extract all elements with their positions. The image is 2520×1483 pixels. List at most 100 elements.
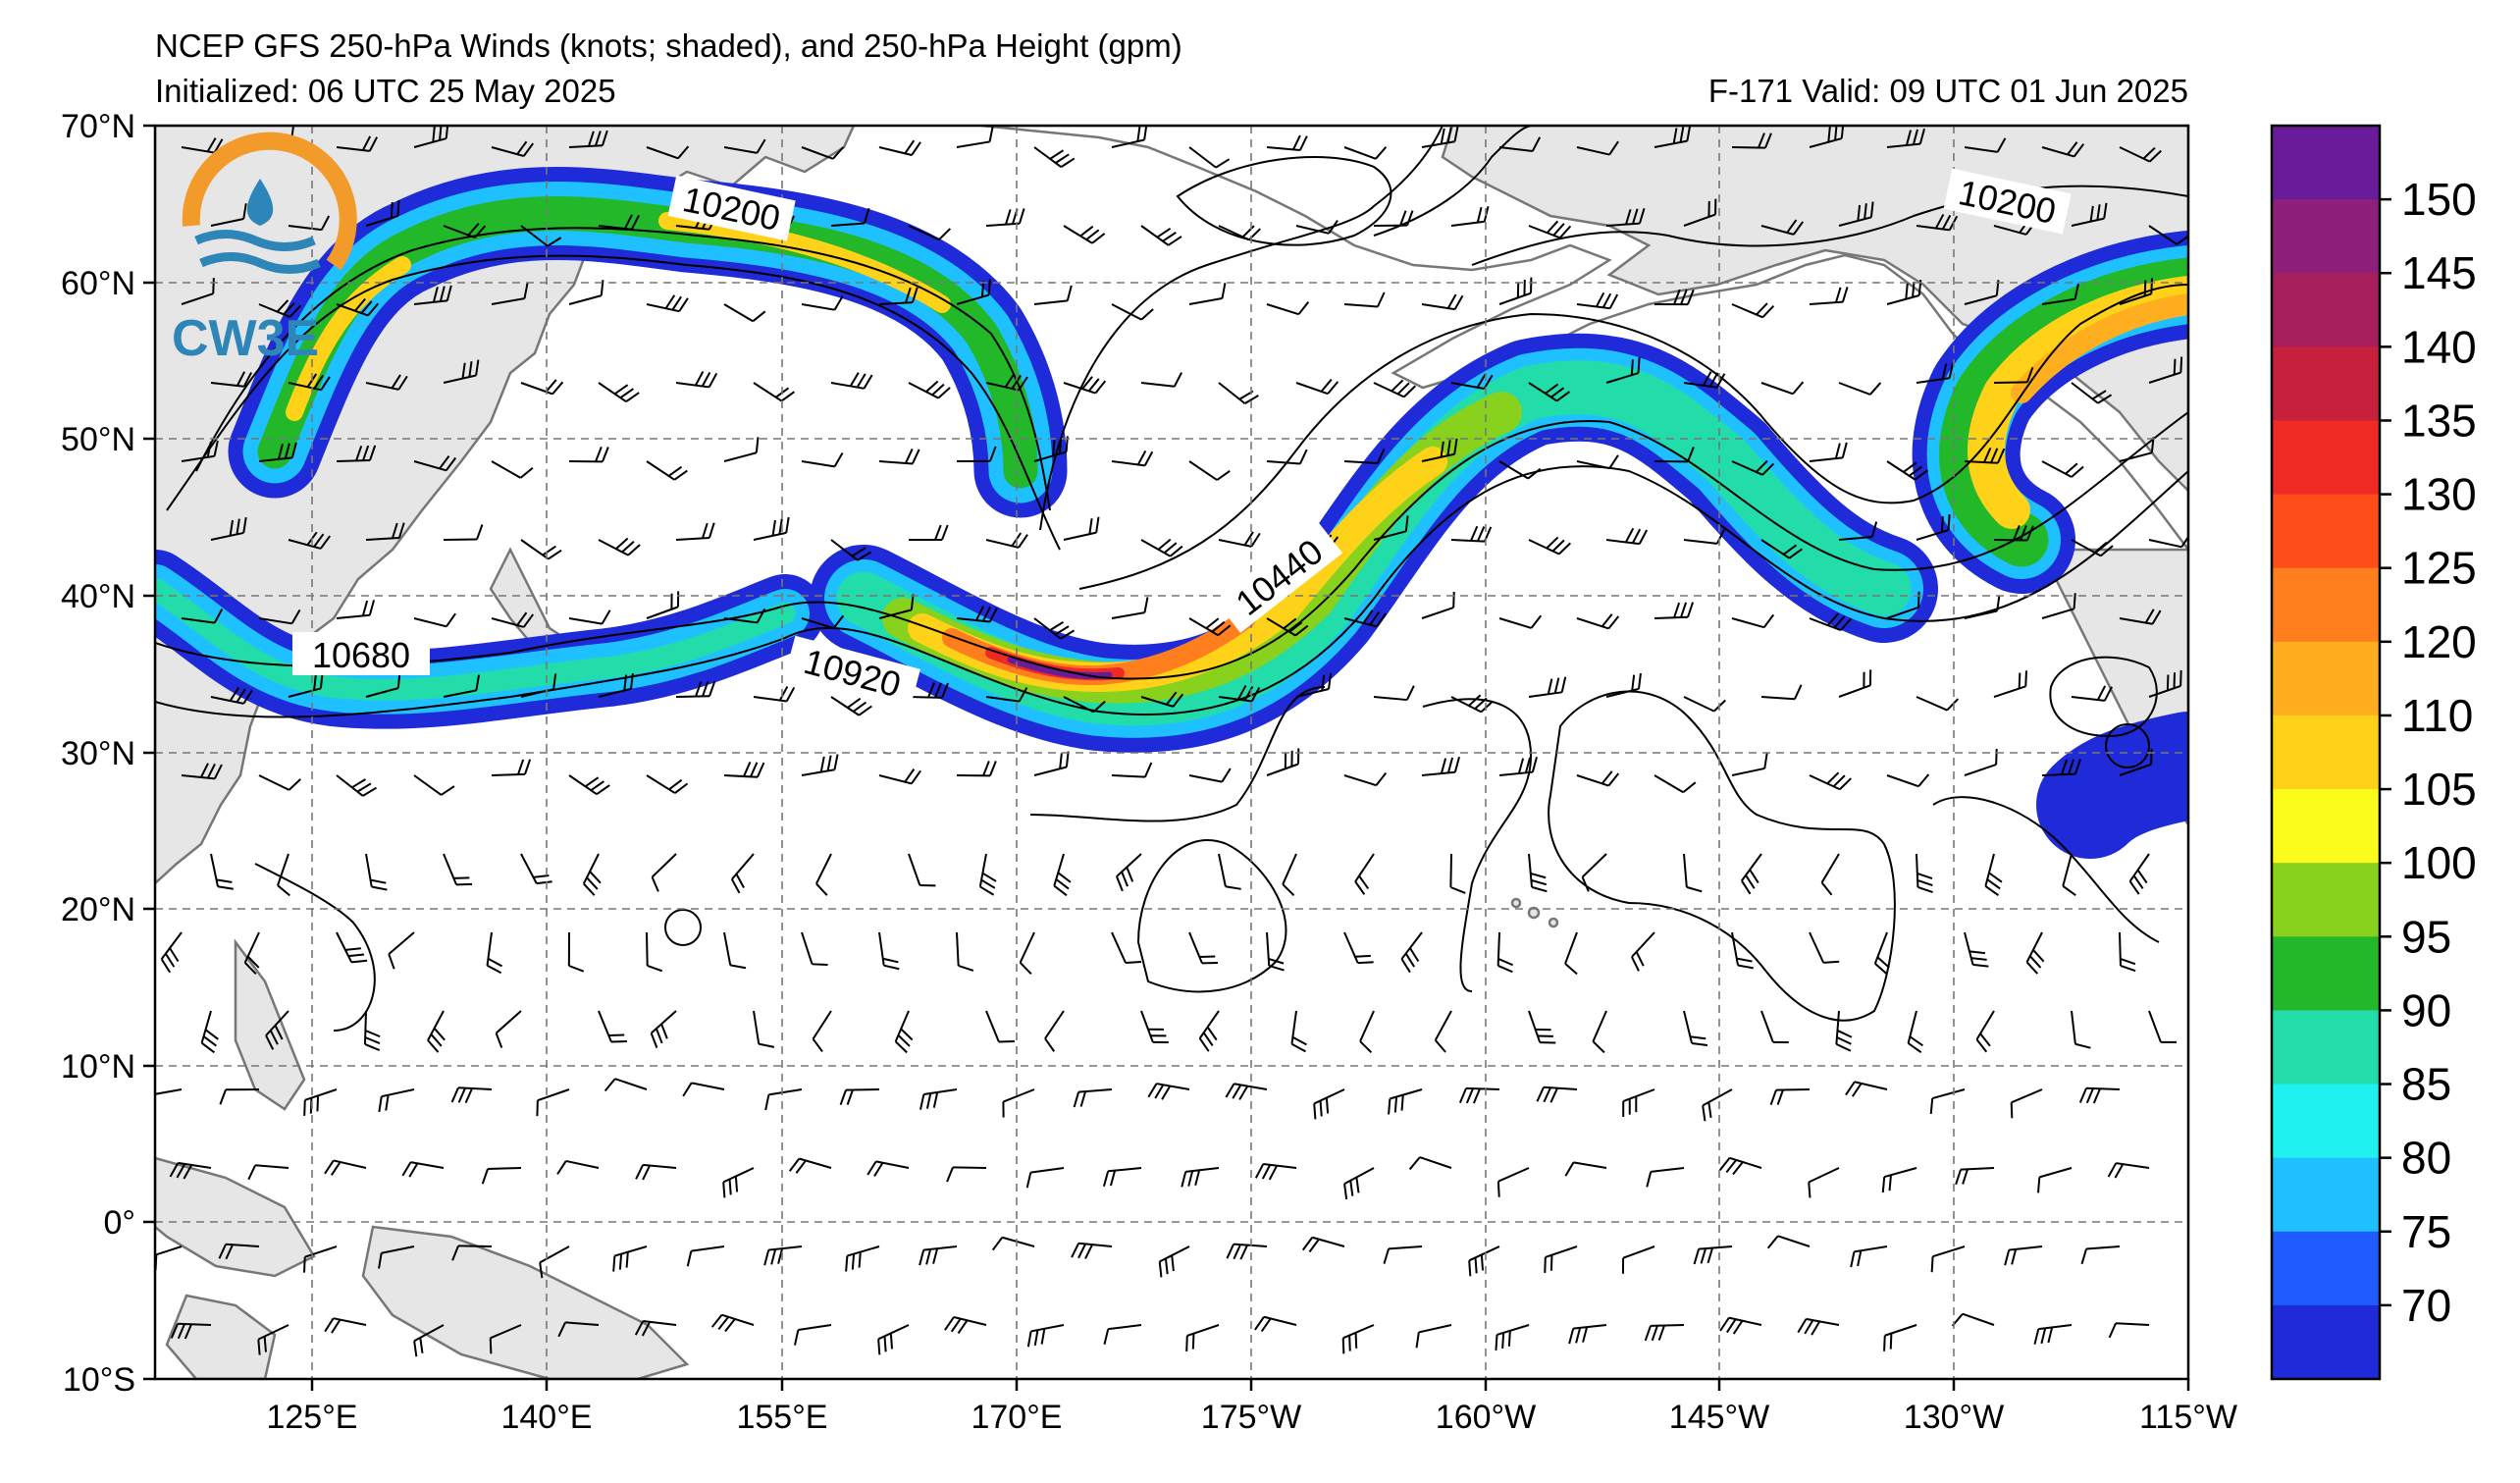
wind-barb — [336, 297, 380, 317]
wind-barb — [1295, 378, 1339, 396]
wind-barb — [764, 1088, 803, 1111]
colorbar-swatch — [2272, 420, 2380, 496]
wind-barb — [1102, 1167, 1142, 1187]
wind-barb — [1964, 447, 2006, 464]
cw3e-logo: CW3E — [172, 132, 357, 367]
wind-barb — [722, 1167, 755, 1198]
wind-barb — [991, 1236, 1035, 1251]
wind-barb — [1218, 531, 1261, 548]
wind-barb — [598, 537, 641, 556]
wind-barb — [1809, 612, 1853, 632]
wind-barb — [1654, 602, 1695, 619]
wind-barb — [908, 682, 949, 699]
wind-barb — [646, 460, 688, 481]
wind-barb — [1343, 291, 1386, 308]
wind-barb — [1343, 931, 1374, 965]
wind-barb — [2062, 853, 2076, 896]
colorbar-label: 75 — [2401, 1206, 2451, 1257]
lat-label: 0° — [103, 1204, 135, 1242]
wind-barb — [1449, 853, 1466, 894]
wind-barb — [812, 1010, 832, 1053]
wind-barb — [1295, 673, 1333, 698]
wind-barb — [568, 280, 604, 305]
wind-barb — [1719, 1316, 1762, 1335]
wind-barb — [908, 225, 952, 241]
wind-barb — [1693, 1245, 1733, 1265]
colorbar-label: 100 — [2401, 837, 2477, 888]
lon-labels: 125°E 140°E 155°E 170°E 175°W 160°W 145°… — [266, 1399, 2236, 1436]
wind-barb — [2033, 1324, 2073, 1345]
wind-barb — [1955, 1167, 1995, 1186]
lat-label: 70°N — [61, 108, 135, 145]
lat-label: 10°S — [63, 1361, 135, 1399]
wind-barb — [1295, 219, 1339, 235]
wind-barb — [1373, 685, 1415, 702]
wind-barb — [1140, 225, 1182, 246]
wind-barb — [1760, 539, 1803, 559]
wind-barb — [1468, 1245, 1500, 1277]
wind-barb — [491, 140, 535, 157]
wind-barb — [365, 853, 388, 891]
wind-barb — [1383, 1245, 1423, 1264]
wind-barb — [568, 447, 609, 463]
wind-barb — [568, 774, 610, 796]
wind-barb — [723, 608, 766, 624]
lat-labels: 70°N 60°N 50°N 40°N 30°N 20°N 10°N 0° 10… — [61, 108, 135, 1399]
wind-barb — [878, 287, 919, 305]
wind-barb — [169, 1161, 212, 1180]
wind-barb — [1568, 1324, 1607, 1345]
wind-barb — [1063, 225, 1106, 244]
lon-label: 130°W — [1904, 1399, 2004, 1436]
colorbar-swatch — [2272, 126, 2380, 200]
wind-barbs — [155, 126, 2188, 1357]
wind-barb — [1033, 751, 1070, 776]
wind-barb — [1702, 1088, 1733, 1122]
graticule — [155, 126, 2188, 1379]
wind-barb — [646, 931, 663, 973]
wind-barb — [413, 285, 452, 305]
wind-barb — [753, 516, 790, 541]
wind-barb — [2148, 356, 2183, 384]
wind-barb — [1063, 516, 1100, 541]
wind-barb — [956, 606, 998, 623]
wind-barb — [1421, 438, 1458, 462]
wind-barb — [1225, 1083, 1268, 1100]
wind-barb — [1731, 931, 1754, 970]
wind-barb — [378, 1088, 415, 1113]
wind-barb — [413, 612, 456, 628]
wind-barb — [1002, 1088, 1035, 1118]
wind-barb — [1528, 1010, 1556, 1044]
wind-barb — [682, 1082, 725, 1097]
wind-barb — [1964, 137, 2007, 153]
wind-barb — [1964, 931, 1989, 968]
wind-barb — [801, 451, 844, 468]
wind-barb — [1116, 853, 1142, 892]
wind-barb — [277, 853, 290, 897]
wind-barb — [1576, 454, 1619, 470]
wind-barb — [2148, 535, 2188, 549]
wind-barb — [1654, 289, 1695, 306]
lon-label: 145°W — [1669, 1399, 1769, 1436]
wind-barb — [1536, 1086, 1578, 1103]
wind-barb — [877, 1324, 910, 1355]
wind-barb — [336, 774, 378, 797]
wind-barb — [675, 680, 716, 698]
colorbar-swatch — [2272, 863, 2380, 937]
wind-barb — [181, 137, 224, 154]
wind-barb — [801, 614, 845, 629]
colorbar-label: 130 — [2401, 469, 2477, 520]
wind-barb — [288, 672, 324, 698]
wind-barb — [567, 931, 585, 973]
colorbar-swatch — [2272, 1010, 2380, 1086]
wind-barb — [1301, 1236, 1345, 1253]
wind-barb — [1835, 1010, 1853, 1052]
colorbar-label: 135 — [2401, 395, 2477, 446]
colorbar-label: 95 — [2401, 911, 2451, 962]
wind-barb — [2119, 437, 2155, 462]
colorbar-swatch — [2272, 936, 2380, 1011]
wind-barb — [1544, 1245, 1578, 1274]
wind-barb — [1188, 931, 1218, 965]
wind-barb — [170, 1322, 212, 1340]
wind-barb — [1111, 450, 1154, 467]
colorbar: 150 145 140 135 130 125 120 110 105 100 95 90 85 80 75… — [2270, 124, 2477, 1381]
